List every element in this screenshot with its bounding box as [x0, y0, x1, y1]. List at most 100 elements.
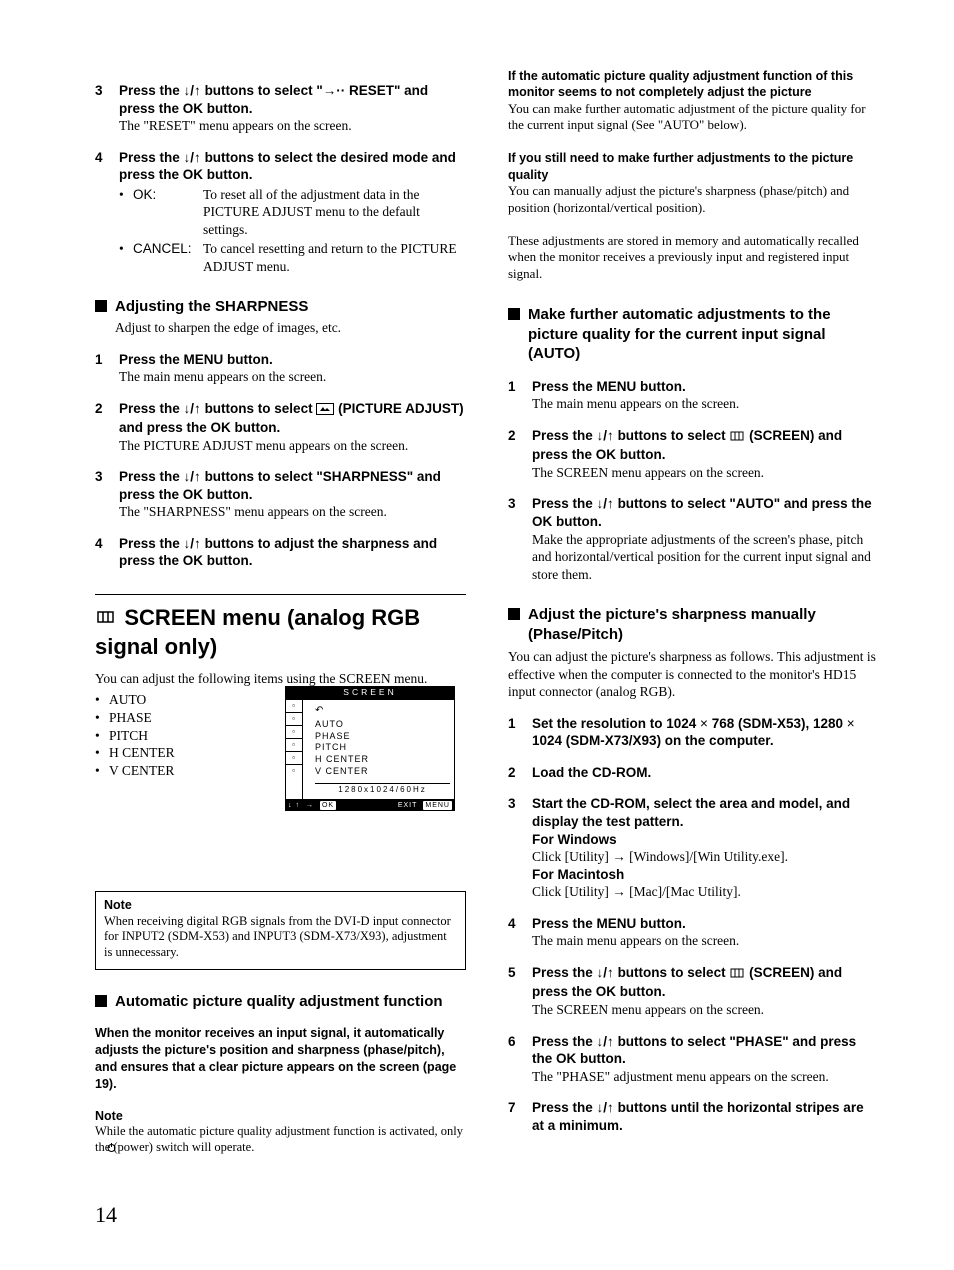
section-title: SCREEN menu (analog RGB signal only): [95, 605, 420, 659]
step-number: 3: [95, 82, 119, 135]
option-cancel: • CANCEL: To cancel resetting and return…: [119, 240, 466, 275]
down-up-arrows-icon: ↓/↑: [184, 536, 201, 551]
for-windows: For Windows: [532, 831, 879, 849]
para-body: You can make further automatic adjustmen…: [508, 101, 879, 135]
screen-menu-body: You can adjust the following items using…: [95, 670, 466, 688]
phase-step-1: 1 Set the resolution to 1024 × 768 (SDM-…: [508, 715, 879, 750]
note-body: While the automatic picture quality adju…: [95, 1124, 466, 1157]
down-up-arrows-icon: ↓/↑: [597, 1034, 614, 1049]
down-up-arrows-icon: ↓/↑: [184, 401, 201, 416]
para-head: If the automatic picture quality adjustm…: [508, 68, 879, 101]
arrow-right-icon: →: [612, 849, 626, 864]
option-text: To reset all of the adjustment data in t…: [203, 186, 466, 239]
sharp-step-4: 4 Press the ↓/↑ buttons to adjust the sh…: [95, 535, 466, 570]
list-item-text: V CENTER: [109, 762, 174, 780]
step-head-text: Press the ↓/↑ buttons to select (SCREEN)…: [532, 428, 842, 463]
list-item-text: PHASE: [109, 709, 152, 727]
note-body: When receiving digital RGB signals from …: [104, 914, 457, 961]
subheading-text: Make further automatic adjustments to th…: [528, 305, 879, 364]
step-number: 6: [508, 1033, 532, 1086]
step-body-text: The "PHASE" adjustment menu appears on t…: [532, 1068, 879, 1086]
phase-step-2: 2 Load the CD-ROM.: [508, 764, 879, 782]
menu-label: MENU: [423, 801, 452, 810]
sharp-step-3: 3 Press the ↓/↑ buttons to select "SHARP…: [95, 468, 466, 521]
picture-adjust-icon: [316, 402, 334, 420]
step-number: 2: [95, 400, 119, 455]
figure-row: AUTO: [315, 719, 450, 731]
undo-icon: ↶: [315, 704, 450, 717]
down-up-arrows-icon: ↓/↑: [597, 496, 614, 511]
sharpness-body: Adjust to sharpen the edge of images, et…: [115, 319, 466, 337]
step-head-text: Press the ↓/↑ buttons to select (SCREEN)…: [532, 965, 842, 1000]
subheading-text: Automatic picture quality adjustment fun…: [115, 992, 466, 1012]
down-up-arrows-icon: ↓/↑: [184, 469, 201, 484]
step-number: 1: [508, 378, 532, 413]
step-number: 5: [508, 964, 532, 1019]
step-body-text: The main menu appears on the screen.: [532, 395, 879, 413]
screen-menu-figure: SCREEN ▫▫▫▫▫▫ ↶ AUTO PHASE PITCH H CENTE…: [285, 686, 455, 811]
para-body: You can manually adjust the picture's sh…: [508, 183, 879, 217]
para-body: These adjustments are stored in memory a…: [508, 233, 879, 284]
step-head-text: Press the ↓/↑ buttons to select the desi…: [119, 150, 456, 183]
exit-label: EXIT: [398, 801, 418, 810]
sub-auto-heading: Make further automatic adjustments to th…: [508, 305, 879, 364]
down-up-arrows-icon: ↓/↑: [597, 428, 614, 443]
subheading-text: Adjust the picture's sharpness manually …: [528, 605, 879, 644]
step-head-text: Press the ↓/↑ buttons to select (PICTURE…: [119, 401, 464, 436]
right-column: If the automatic picture quality adjustm…: [508, 68, 879, 1158]
windows-path: Click [Utility] → [Windows]/[Win Utility…: [532, 848, 879, 866]
auto-step-3: 3 Press the ↓/↑ buttons to select "AUTO"…: [508, 495, 879, 583]
step-body-text: The main menu appears on the screen.: [119, 368, 466, 386]
square-bullet-icon: [95, 300, 107, 312]
square-bullet-icon: [508, 308, 520, 320]
step-number: 4: [95, 149, 119, 276]
square-bullet-icon: [508, 608, 520, 620]
divider: [95, 594, 466, 595]
note-title: Note: [104, 898, 457, 914]
step-number: 7: [508, 1099, 532, 1134]
step-body-text: The "SHARPNESS" menu appears on the scre…: [119, 503, 466, 521]
option-ok: • OK: To reset all of the adjustment dat…: [119, 186, 466, 239]
manual-page: 3 Press the ↓/↑ buttons to select "→·· R…: [0, 0, 954, 1270]
step-body-text: The main menu appears on the screen.: [532, 932, 879, 950]
screen-menu-icon: [95, 609, 121, 634]
page-number: 14: [95, 1201, 117, 1230]
phase-step-3: 3 Start the CD-ROM, select the area and …: [508, 795, 879, 900]
figure-status: 1280x1024/60Hz: [315, 783, 450, 796]
down-up-arrows-icon: ↓/↑: [597, 965, 614, 980]
down-up-icon: ↓ ↑: [288, 801, 300, 810]
option-label: OK:: [133, 186, 203, 239]
figure-row: PHASE: [315, 731, 450, 743]
sharpness-heading: Adjusting the SHARPNESS: [95, 297, 466, 317]
step-head-text: Load the CD-ROM.: [532, 764, 879, 782]
step-number: 2: [508, 427, 532, 482]
left-column: 3 Press the ↓/↑ buttons to select "→·· R…: [95, 68, 466, 1158]
step-head-text: Press the ↓/↑ buttons until the horizont…: [532, 1100, 864, 1133]
list-item-text: H CENTER: [109, 744, 175, 762]
for-mac: For Macintosh: [532, 866, 879, 884]
step-head-text: Press the ↓/↑ buttons to select "→·· RES…: [119, 83, 428, 116]
auto-step-1: 1 Press the MENU button. The main menu a…: [508, 378, 879, 413]
step-head-text: Press the ↓/↑ buttons to select "AUTO" a…: [532, 496, 872, 529]
figure-footer: ↓ ↑ → OK EXIT MENU: [285, 800, 455, 811]
auto-step-2: 2 Press the ↓/↑ buttons to select (SCREE…: [508, 427, 879, 482]
arrow-right-icon: →: [612, 884, 626, 899]
auto-adjust-heading: Automatic picture quality adjustment fun…: [95, 992, 466, 1012]
figure-title: SCREEN: [285, 686, 455, 699]
phase-step-4: 4 Press the MENU button. The main menu a…: [508, 915, 879, 950]
step-number: 1: [95, 351, 119, 386]
step-number: 4: [508, 915, 532, 950]
step-head-text: Press the ↓/↑ buttons to select "SHARPNE…: [119, 469, 441, 502]
step-3: 3 Press the ↓/↑ buttons to select "→·· R…: [95, 82, 466, 135]
down-up-arrows-icon: ↓/↑: [184, 150, 201, 165]
down-up-arrows-icon: ↓/↑: [597, 1100, 614, 1115]
step-4: 4 Press the ↓/↑ buttons to select the de…: [95, 149, 466, 276]
note-title: Note: [95, 1109, 466, 1125]
figure-row: V CENTER: [315, 766, 450, 778]
step-head-text: Press the MENU button.: [532, 915, 879, 933]
down-up-arrows-icon: ↓/↑: [184, 83, 201, 98]
columns: 3 Press the ↓/↑ buttons to select "→·· R…: [95, 68, 879, 1158]
step-number: 3: [95, 468, 119, 521]
step-number: 4: [95, 535, 119, 570]
step-head-text: Press the MENU button.: [532, 378, 879, 396]
